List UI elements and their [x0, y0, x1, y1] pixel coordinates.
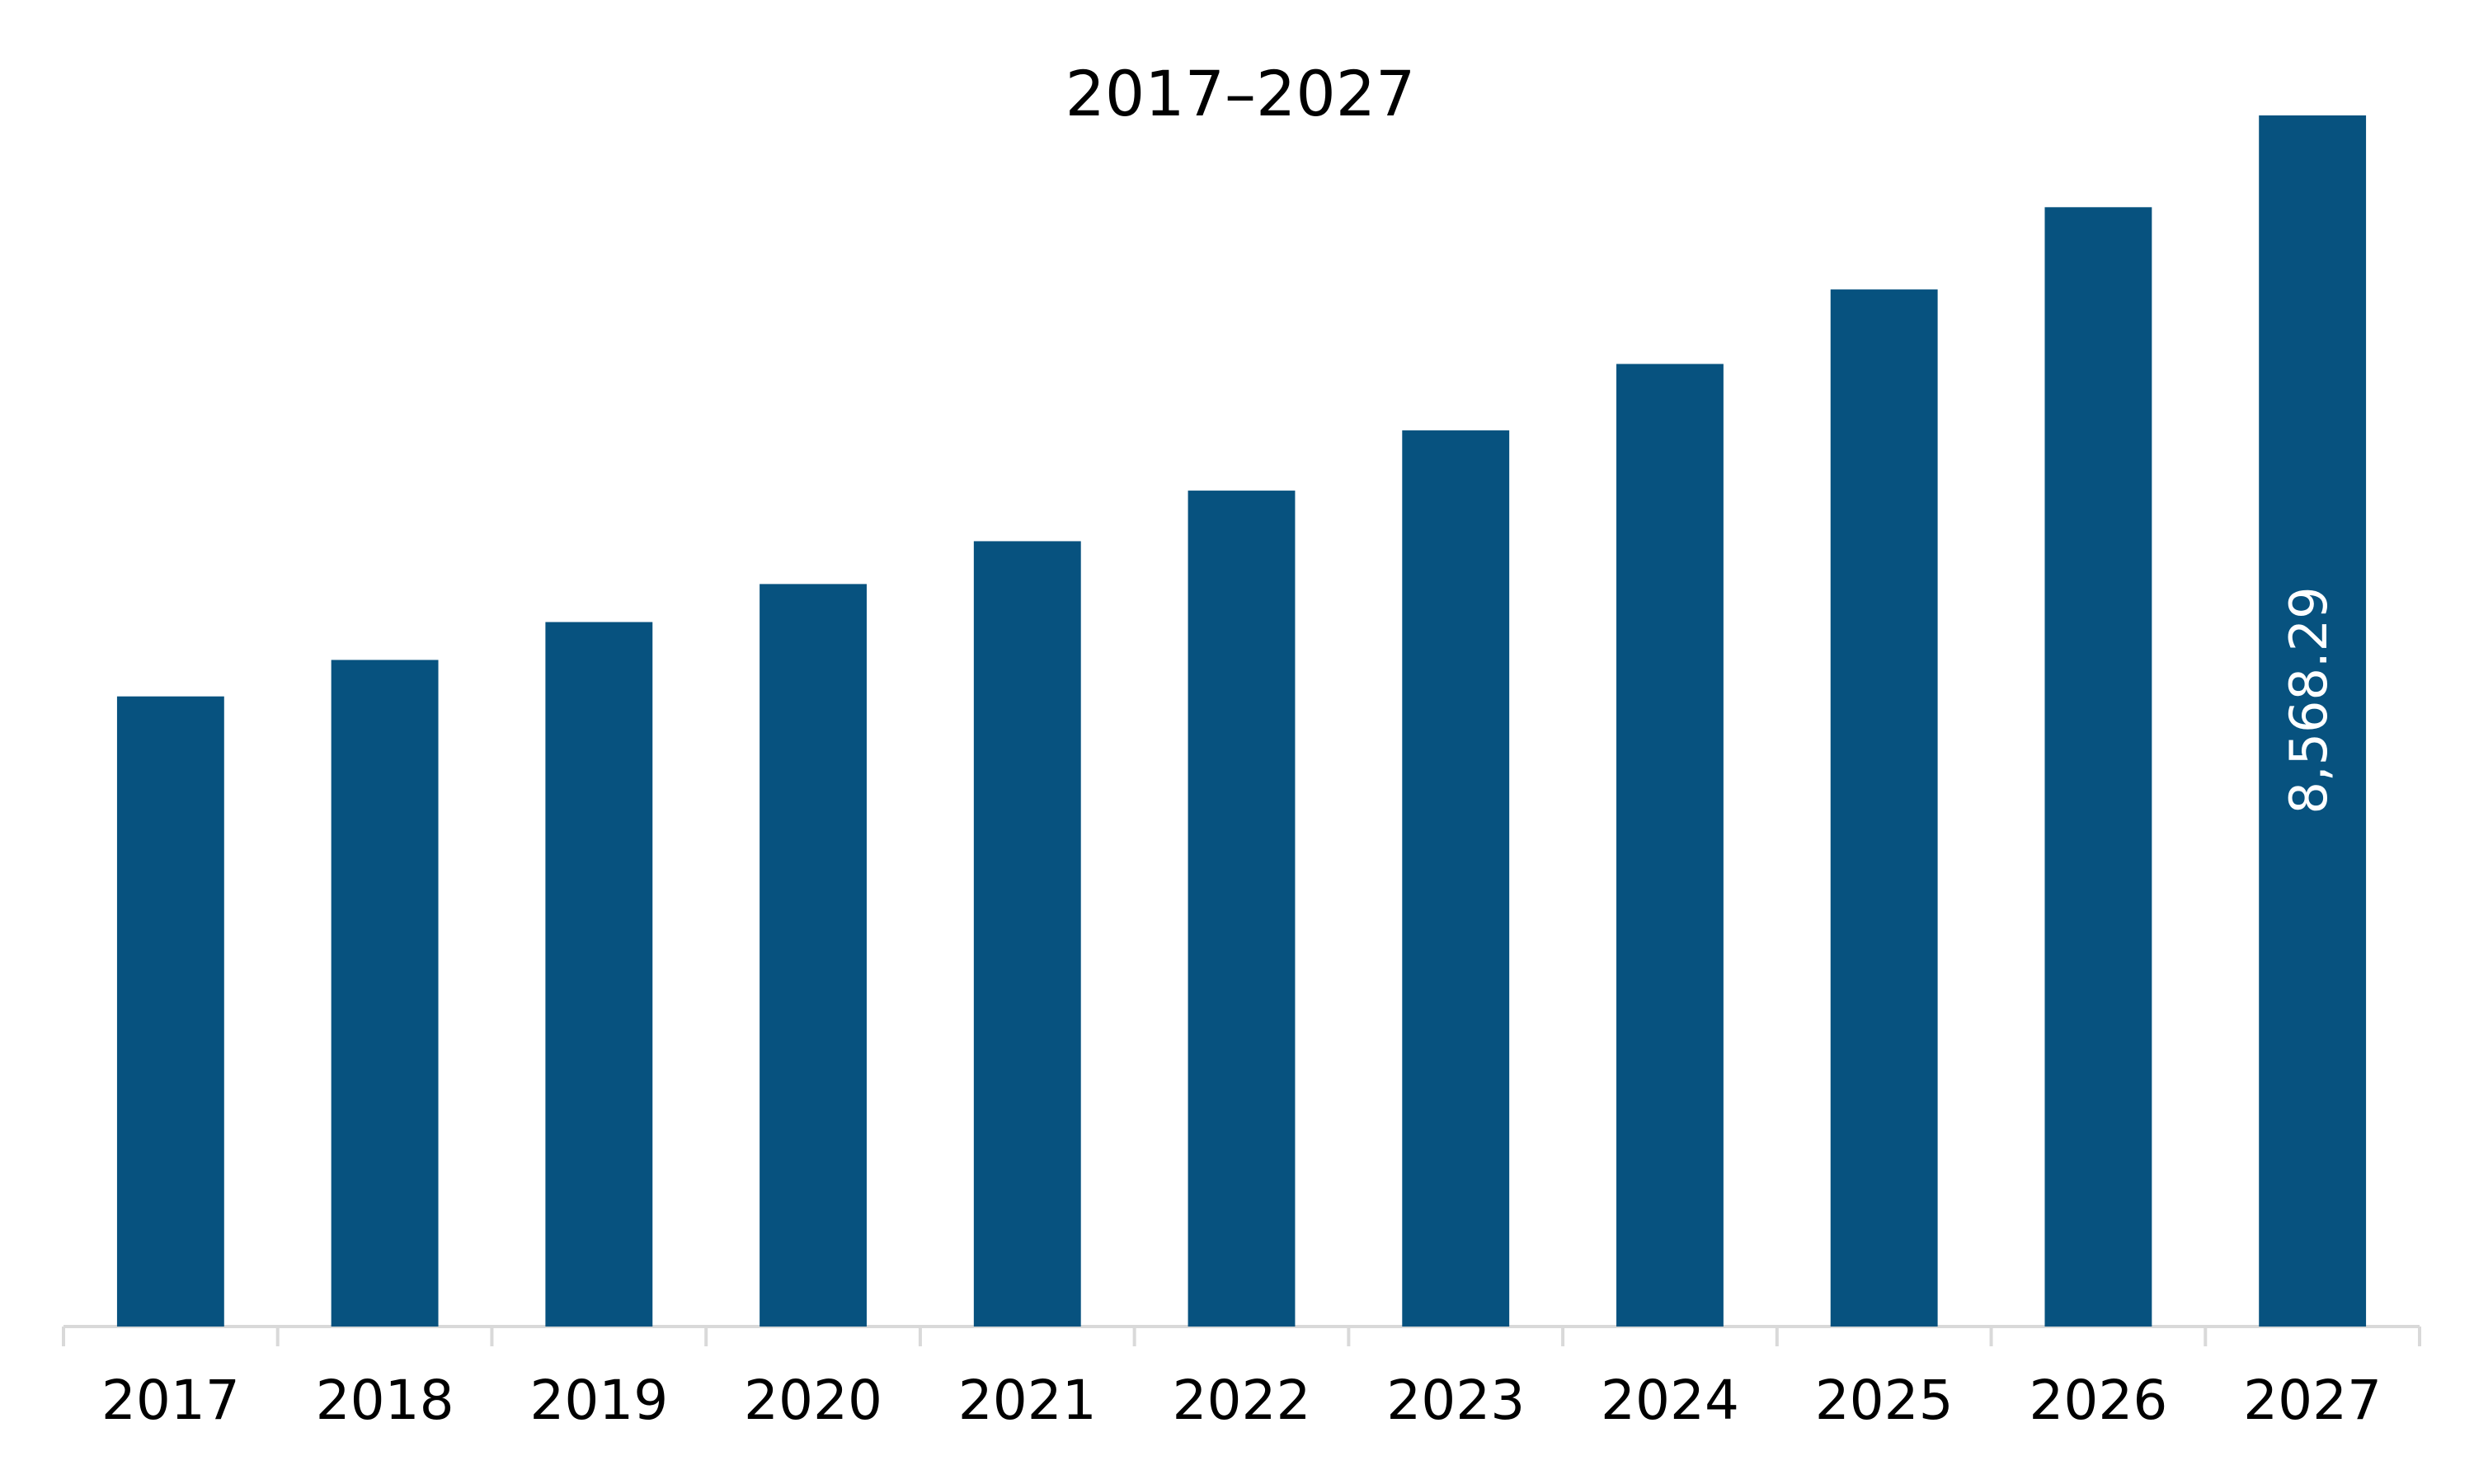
bar [116, 696, 224, 1327]
x-tick-label: 2025 [1815, 1369, 1954, 1432]
bar [760, 584, 867, 1327]
bar [1830, 289, 1938, 1327]
bar [331, 660, 439, 1327]
x-tick-label: 2023 [1386, 1369, 1525, 1432]
x-tick-label: 2026 [2029, 1369, 2167, 1432]
bar [1616, 364, 1724, 1327]
x-tick-label: 2022 [1173, 1369, 1311, 1432]
chart-title: 2017–2027 [1065, 57, 1416, 130]
x-tick-label: 2021 [958, 1369, 1097, 1432]
data-label: 8,568.29 [2279, 586, 2339, 814]
bar [2259, 115, 2367, 1327]
x-tick-label: 2027 [2243, 1369, 2382, 1432]
x-tick-label: 2018 [316, 1369, 454, 1432]
bar [2044, 207, 2152, 1327]
bar [973, 541, 1081, 1327]
x-tick-label: 2024 [1601, 1369, 1739, 1432]
x-tick-label: 2020 [744, 1369, 882, 1432]
bar [545, 622, 653, 1327]
x-tick-label: 2019 [529, 1369, 668, 1432]
bar [1188, 491, 1296, 1327]
x-tick-label: 2017 [101, 1369, 240, 1432]
bar [1402, 430, 1510, 1327]
